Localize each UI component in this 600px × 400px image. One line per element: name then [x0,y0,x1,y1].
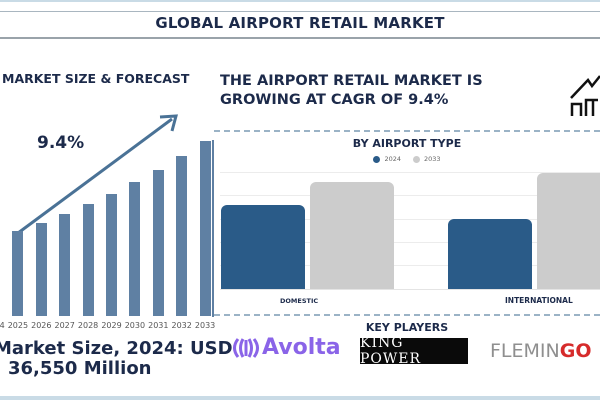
panel-divider [212,140,214,317]
year-label-2025: 2025 [7,321,29,330]
cagr-label: 9.4% [37,133,85,153]
avolta-mark-icon [233,337,259,358]
title-bar [0,11,600,39]
growth-house-icon [570,75,600,116]
forecast-bar-2027 [59,214,71,316]
avolta-wordmark: Avolta [262,335,341,360]
bar-domestic-2024 [221,205,305,289]
forecast-bar-2026 [35,223,47,316]
segment-heading: BY AIRPORT TYPE [352,137,462,150]
baseline [220,289,600,290]
forecast-bar-2031 [152,170,164,316]
legend-swatch-2033 [413,155,420,163]
legend-swatch-2024 [373,155,381,163]
logo-flemingo: FLEMINGO [490,340,591,362]
category-label-domestic: DOMESTIC [280,297,319,305]
market-size-line-1: Market Size, 2024: USD [0,338,233,359]
divider-top [214,130,600,132]
market-size-line-2: 36,550 Million [8,358,152,379]
year-label-2029: 2029 [101,321,122,330]
gridline [220,195,600,196]
page-title: GLOBAL AIRPORT RETAIL MARKET [155,14,445,32]
year-label-2032: 2032 [171,321,192,330]
bar-international-2024 [448,219,532,289]
forecast-heading: MARKET SIZE & FORECAST [2,71,190,86]
gridline [220,172,600,173]
headline-line-2: GROWING AT CAGR OF 9.4% [220,92,449,108]
gridline [220,242,600,243]
year-label-2031: 2031 [148,321,169,330]
flemingo-wordmark-red: GO [559,340,592,362]
bar-domestic-2033 [310,182,394,289]
year-label-2030: 2030 [124,321,146,330]
year-label-2026: 2026 [31,321,52,330]
forecast-bar-2025 [12,231,24,316]
legend-label-2033: 2033 [424,155,441,163]
key-players-heading: KEY PLAYERS [365,321,449,334]
legend-item-2024: 2024 [373,155,401,163]
divider-bottom [214,314,600,316]
gridline [220,265,600,266]
legend: 2024 2033 [214,155,600,163]
forecast-bar-2029 [106,194,117,316]
top-border [0,0,600,2]
bar-international-2033 [537,173,600,289]
headline-line-1: THE AIRPORT RETAIL MARKET IS [220,73,483,89]
year-label-2027: 2027 [54,321,75,330]
year-label-2028: 2028 [77,321,99,330]
year-label-2033: 2033 [194,321,216,330]
legend-label-2024: 2024 [384,155,401,163]
cagr-headline: THE AIRPORT RETAIL MARKET IS GROWING AT … [220,72,483,110]
forecast-bar-2030 [129,182,141,316]
gridline [220,219,600,220]
legend-item-2033: 2033 [413,155,441,163]
category-label-international: INTERNATIONAL [505,296,573,305]
forecast-bar-2028 [82,204,94,316]
bottom-border [0,396,600,400]
forecast-bar-2033 [199,141,211,316]
logo-king-power: KING POWER [360,335,468,367]
growth-arrow-icon [13,114,178,238]
year-label-2024: 2024 [0,321,5,330]
logo-avolta: Avolta [230,335,341,360]
flemingo-wordmark-grey: FLEMIN [490,340,560,362]
forecast-bar-2032 [176,156,188,316]
